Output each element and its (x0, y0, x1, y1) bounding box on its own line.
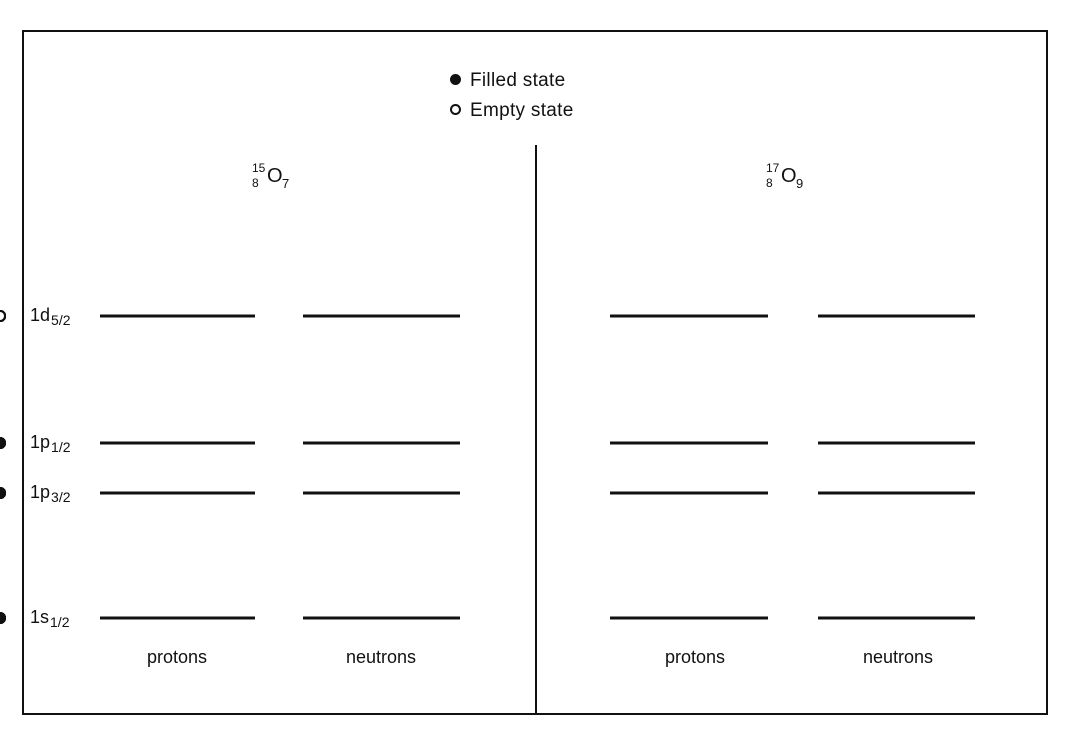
column-label-neutrons: neutrons (862, 647, 934, 667)
neutron-number: 7 (282, 176, 290, 191)
mass-number: 17 (766, 161, 780, 175)
legend-filled: Filled state (450, 70, 565, 92)
column-label-protons: protons (664, 647, 726, 667)
empty-state-circle (0, 310, 6, 322)
level-label-1s1-2: 1s1/2 (30, 607, 70, 630)
column-label-protons: protons (146, 647, 208, 667)
legend-empty: Empty state (450, 100, 574, 122)
filled-state-circle (0, 612, 6, 624)
filled-state-circle (0, 487, 6, 499)
level-label-1d5-2: 1d5/2 (30, 305, 71, 328)
level-label-1p1-2: 1p1/2 (30, 432, 71, 455)
neutron-number: 9 (796, 176, 804, 191)
empty-state-icon (450, 104, 461, 116)
legend-empty-label: Empty state (470, 100, 574, 121)
mass-number: 15 (252, 161, 266, 175)
atomic-number: 8 (766, 176, 773, 190)
element-symbol: O (267, 165, 283, 187)
filled-state-icon (450, 74, 461, 86)
level-label-1p3-2: 1p3/2 (30, 482, 71, 505)
element-symbol: O (781, 165, 797, 187)
column-label-neutrons: neutrons (345, 647, 417, 667)
filled-state-circle (0, 437, 6, 449)
atomic-number: 8 (252, 176, 259, 190)
legend-filled-label: Filled state (470, 70, 566, 91)
panel-divider (535, 145, 537, 715)
